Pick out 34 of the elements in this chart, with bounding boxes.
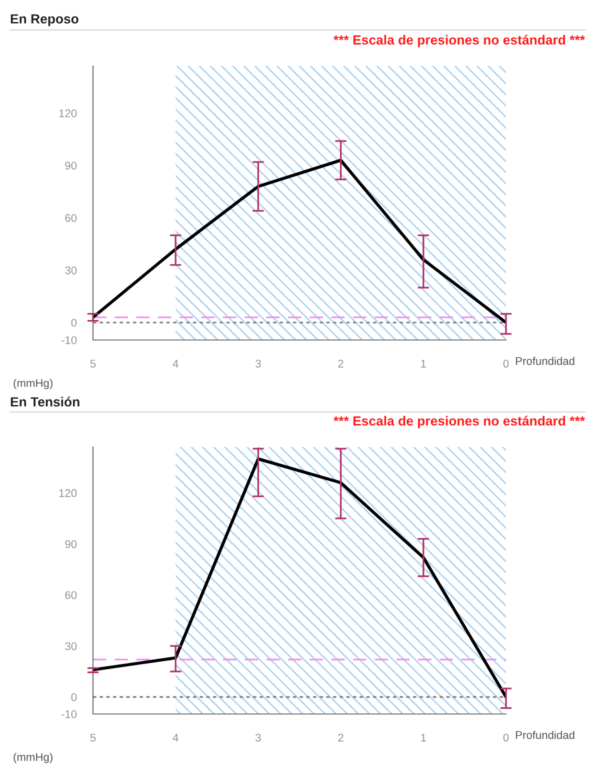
line-series [93, 158, 506, 324]
x-tick-label: 3 [256, 734, 261, 742]
x-axis-title: Profundidad [516, 730, 574, 739]
x-tick-label: 2 [338, 734, 344, 742]
y-tick-label: 60 [65, 214, 77, 222]
text: *** Escala de presiones no estándard *** [334, 416, 585, 428]
x-tick-label: 0 [503, 734, 509, 742]
x-tick-label: 5 [90, 360, 96, 368]
y-axis-title: (mmHg) [14, 752, 52, 764]
x-axis-title: Profundidad [516, 356, 574, 365]
line-series [93, 457, 506, 699]
y-tick-label: 30 [65, 266, 77, 274]
y-tick-label: 0 [71, 318, 77, 327]
y-axis-title: (mmHg) [14, 378, 52, 390]
y-tick-label: 0 [71, 693, 77, 702]
chart-title: En Tensión [10, 396, 80, 407]
text: *** Escala de presiones no estándard *** [334, 34, 585, 48]
chart-title: En Reposo [10, 14, 78, 26]
x-tick-label: 3 [256, 360, 261, 368]
x-tick-label: 4 [172, 734, 178, 742]
y-tick-label: 30 [65, 642, 77, 650]
x-tick-label: 1 [421, 734, 426, 742]
y-tick-label: 60 [65, 591, 77, 600]
y-tick-label: -10 [61, 336, 77, 344]
y-tick-label: 90 [65, 162, 77, 170]
x-tick-label: 0 [503, 360, 509, 368]
y-tick-label: 120 [59, 109, 77, 118]
y-tick-label: 90 [65, 540, 77, 548]
y-tick-label: 120 [59, 489, 77, 498]
x-tick-label: 5 [90, 734, 96, 742]
x-tick-label: 1 [421, 360, 426, 368]
x-tick-label: 2 [338, 360, 344, 368]
x-tick-label: 4 [172, 360, 178, 368]
y-tick-label: -10 [61, 710, 77, 718]
